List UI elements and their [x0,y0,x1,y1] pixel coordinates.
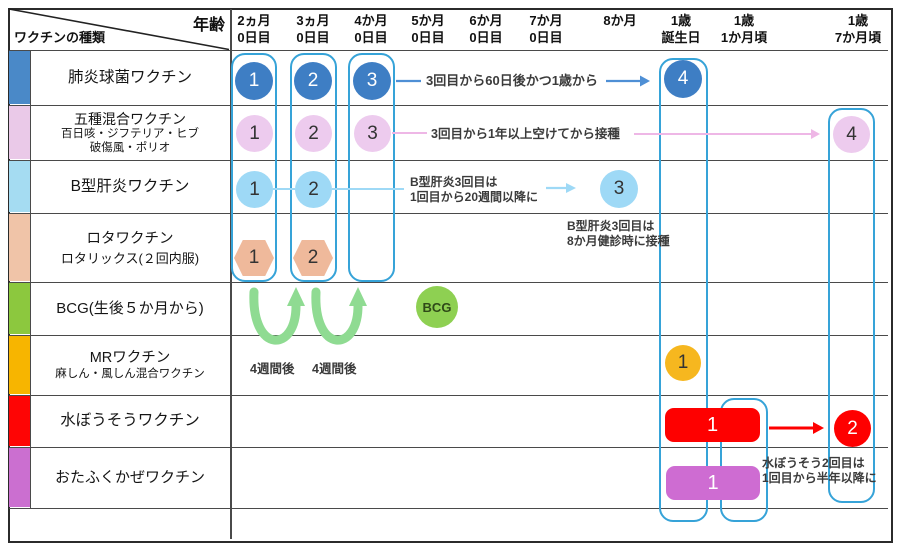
age-col-2m: 2ヵ月 0日目 [237,13,271,45]
column-outline-1y7m [828,108,875,503]
age-col-6m: 6か月 0日目 [469,13,503,45]
vaccine-name-bcg: BCG(生後５か月から) [32,283,228,334]
vaccine-label: 肺炎球菌ワクチン [67,68,192,86]
vaccine-name-penta: 五種混合ワクチン 百日咳・ジフテリア・ヒブ 破傷風・ポリオ [32,106,228,159]
dose-hepb-3: 3 [600,170,638,208]
dose-pneumo-4: 4 [664,60,702,98]
note-hepb-dose3: B型肝炎3回目は 1回目から20週間以降に [410,175,539,204]
vaccine-sublabel: 麻しん・風しん混合ワクチン [55,367,205,380]
dose-pneumo-1: 1 [235,62,273,100]
dose-penta-1: 1 [236,115,273,152]
name-column-divider [230,9,232,539]
age-col-4m: 4か月 0日目 [354,13,388,45]
age-col-1y-birthday: 1歳 誕生日 [661,13,701,45]
swatch-bcg [9,283,30,334]
swatch-divider [30,51,31,508]
swatch-mumps [9,448,30,507]
dose-penta-2: 2 [295,115,332,152]
age-col-7m: 7か月 0日目 [529,13,563,45]
column-outline-3m [290,53,337,282]
column-outline-4m [348,53,395,282]
vaccine-sublabel: ロタリックス(２回内服) [60,250,200,266]
dose-varicella-2: 2 [834,410,871,447]
dose-pneumo-3: 3 [353,62,391,100]
swatch-mr [9,336,30,394]
vaccine-name-mr: MRワクチン 麻しん・風しん混合ワクチン [32,336,228,394]
dose-pneumo-2: 2 [294,62,332,100]
age-header-label: 年齢 [192,17,225,34]
dose-mr-1: 1 [665,345,701,381]
row-line-7 [9,447,888,448]
dose-varicella-1: 1 [665,408,760,442]
vaccine-name-pneumo: 肺炎球菌ワクチン [32,51,228,104]
column-outline-1y-birthday [659,58,708,522]
vaccine-label: MRワクチン [89,349,171,366]
header-bottom-line [9,50,888,51]
vaccine-name-varicella: 水ぼうそうワクチン [32,396,228,446]
row-line-8 [9,508,888,509]
column-outline-1y1m [720,398,768,522]
vaccine-name-rota: ロタワクチン ロタリックス(２回内服) [32,214,228,281]
age-col-1y7m: 1歳 7か月頃 [834,13,882,45]
vaccine-label: 五種混合ワクチン [74,110,186,127]
age-col-5m: 5か月 0日目 [411,13,445,45]
column-outline-2m [231,53,277,282]
age-col-3m: 3ヵ月 0日目 [296,13,330,45]
dose-bcg: BCG [416,286,458,328]
interval-label-1: 4週間後 [250,362,295,376]
vaccine-label: ロタワクチン [86,230,174,247]
vaccine-label: BCG(生後５か月から) [56,299,204,317]
note-varicella-dose2: 水ぼうそう2回目は 1回目から半年以降に [762,456,877,485]
swatch-penta [9,106,30,159]
dose-hepb-1: 1 [236,171,273,208]
swatch-varicella [9,396,30,446]
vaccine-name-hepb: B型肝炎ワクチン [32,161,228,212]
dose-mumps-1: 1 [666,466,760,500]
row-line-4 [9,282,888,283]
dose-rota-1: 1 [234,240,274,276]
vaccine-label: 水ぼうそうワクチン [60,412,200,429]
vaccine-type-header-label: ワクチンの種類 [14,30,106,45]
note-pneumo-dose4: 3回目から60日後かつ1歳から [426,73,598,88]
vaccine-sublabel: 百日咳・ジフテリア・ヒブ [61,127,199,140]
row-line-2 [9,160,888,161]
dose-penta-3: 3 [354,115,391,152]
row-line-1 [9,105,888,106]
dose-hepb-2: 2 [295,171,332,208]
row-line-6 [9,395,888,396]
note-hepb-checkup: B型肝炎3回目は 8か月健診時に接種 [567,219,670,248]
note-penta-dose4: 3回目から1年以上空けてから接種 [431,127,620,141]
interval-label-2: 4週間後 [312,362,357,376]
swatch-rota [9,214,30,281]
swatch-hepb [9,161,30,212]
row-line-3 [9,213,888,214]
age-col-8m: 8か月 [603,13,637,28]
vaccine-sublabel: 破傷風・ポリオ [89,141,171,154]
vaccine-name-mumps: おたふくかぜワクチン [32,448,228,507]
vaccine-label: B型肝炎ワクチン [70,177,190,195]
dose-rota-2: 2 [293,240,333,276]
swatch-pneumo [9,51,30,104]
vaccine-label: おたふくかぜワクチン [54,468,205,486]
age-col-1y1m: 1歳 1か月頃 [720,13,768,45]
row-line-5 [9,335,888,336]
dose-penta-4: 4 [833,116,870,153]
